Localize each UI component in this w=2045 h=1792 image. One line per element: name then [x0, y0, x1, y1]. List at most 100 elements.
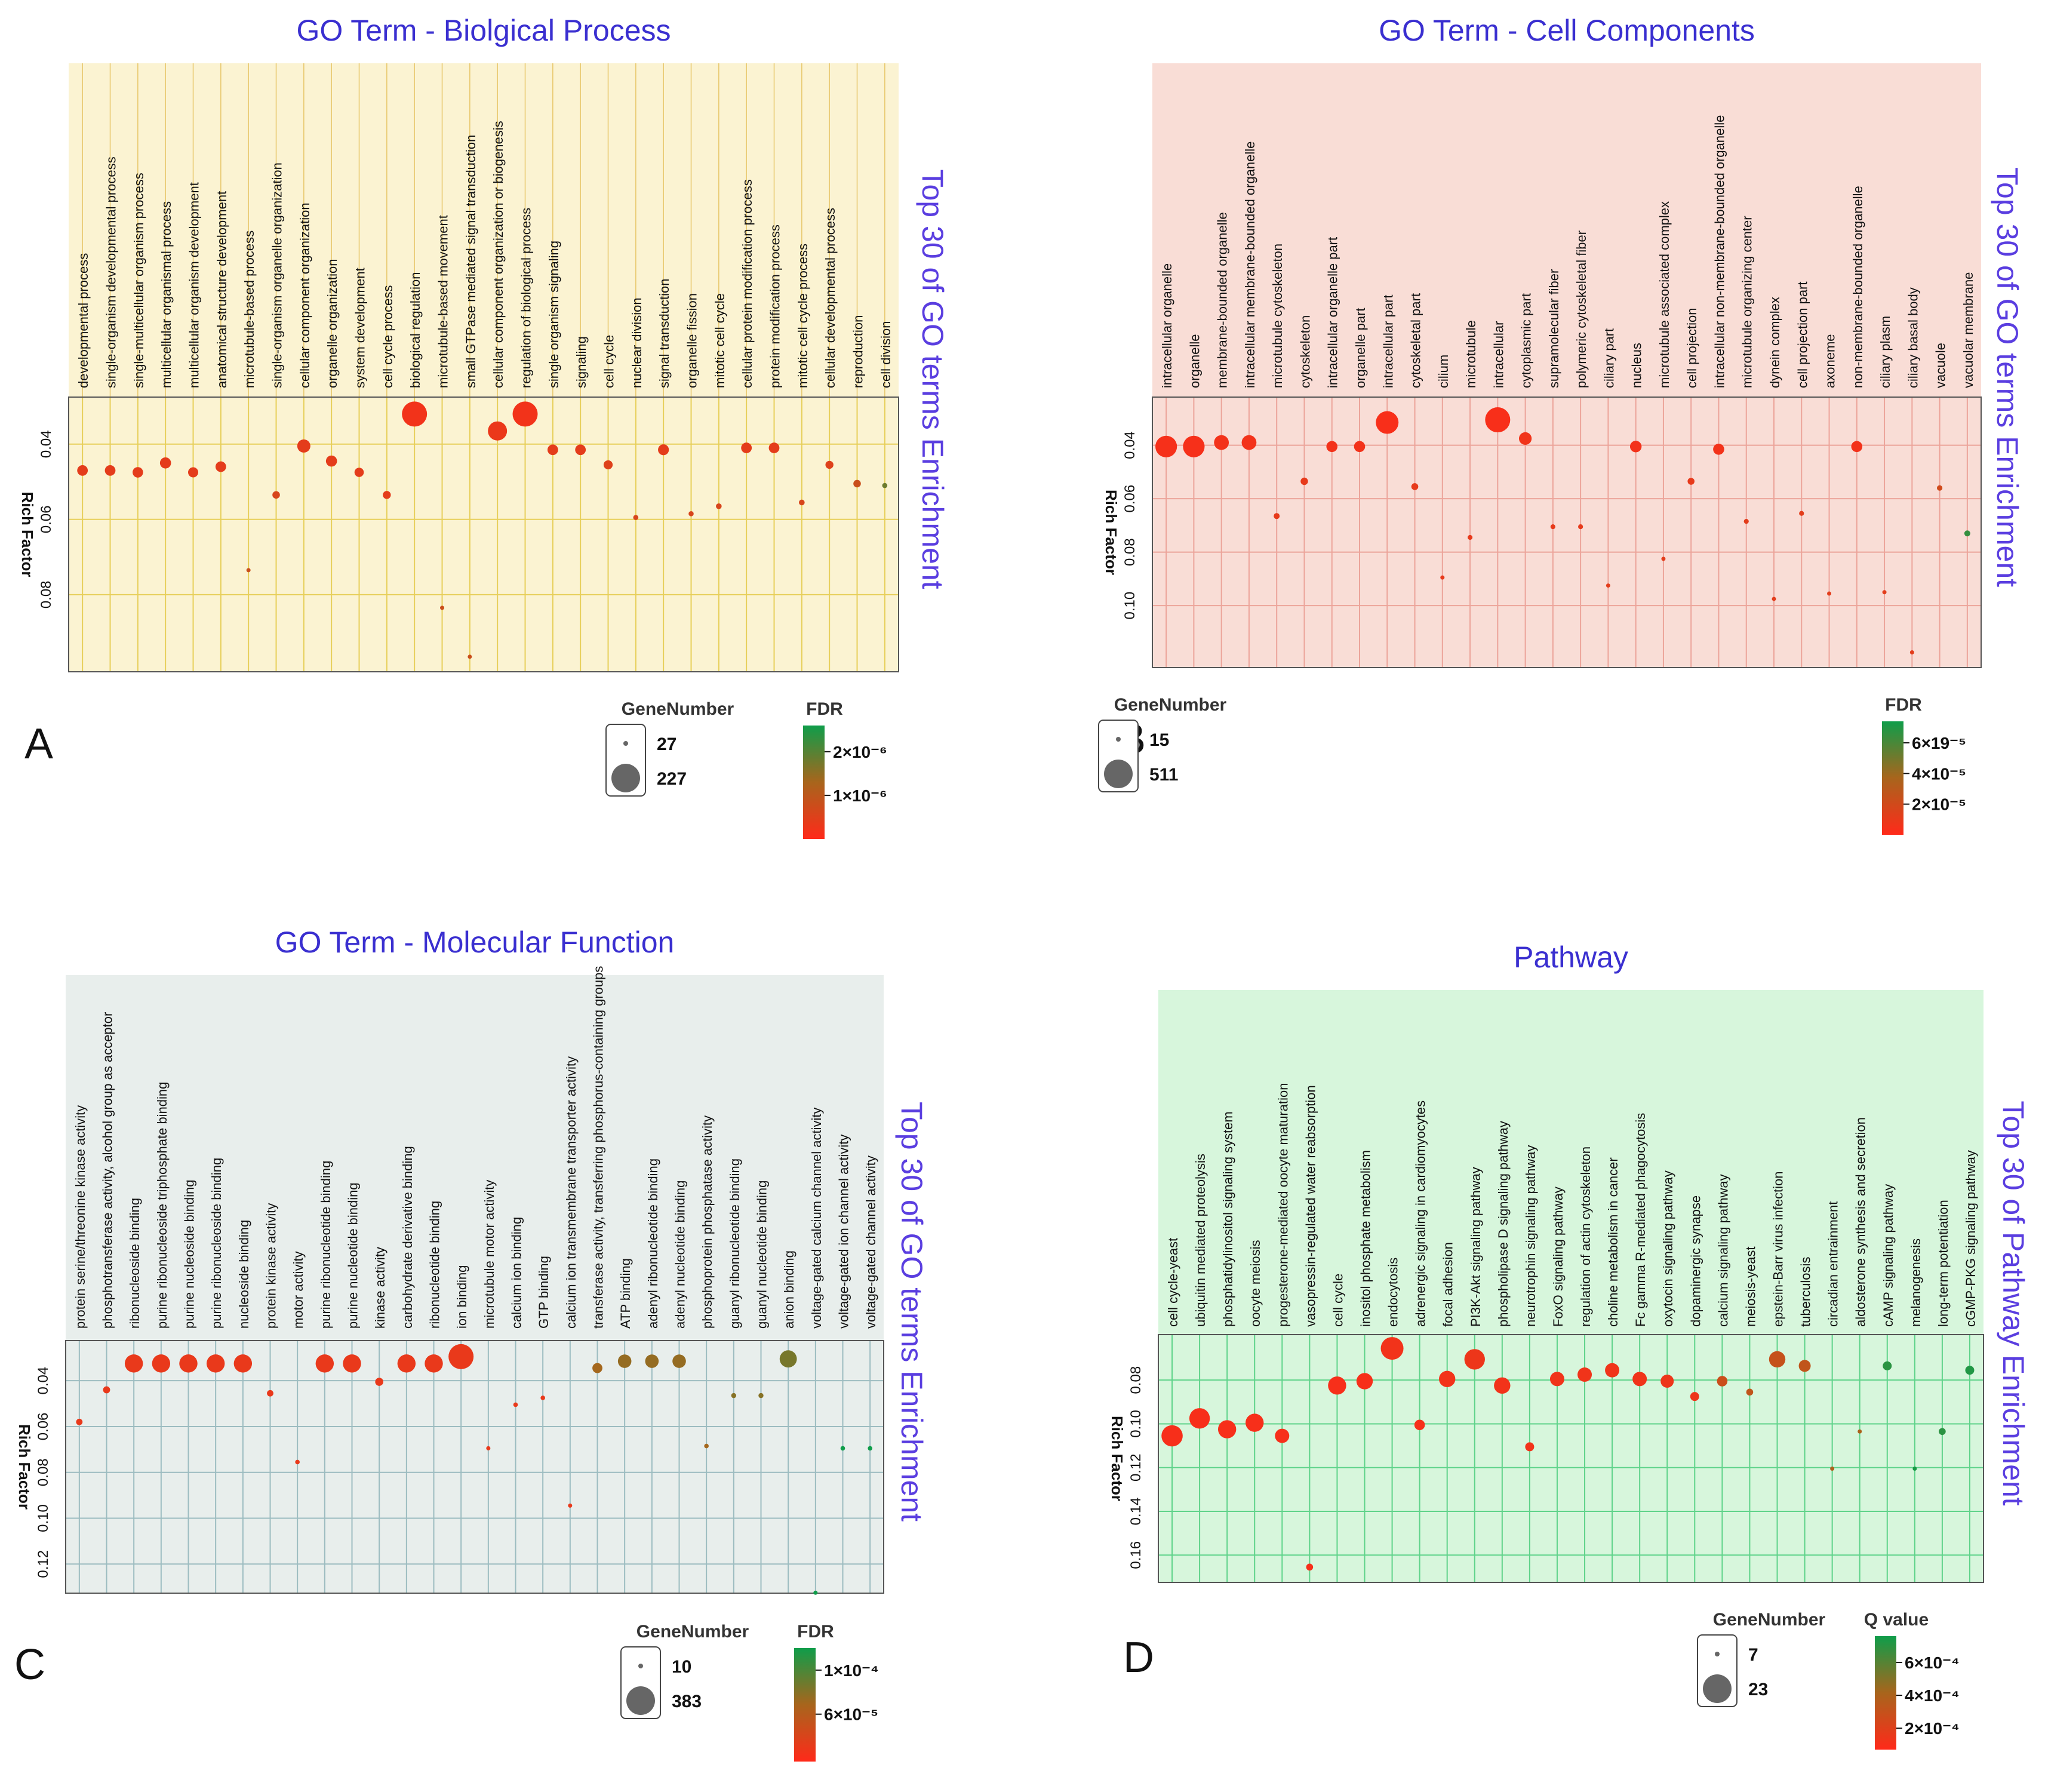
size-legend-title: GeneNumber [636, 1622, 749, 1642]
size-legend-label: 27 [657, 734, 676, 754]
data-point [1519, 432, 1532, 445]
data-point [152, 1354, 171, 1373]
category-label: multicellular organismal process [159, 201, 174, 388]
category-label: kinase activity [373, 1247, 388, 1329]
data-point [813, 1590, 818, 1595]
category-label: adrenergic signaling in cardiomyocytes [1413, 1101, 1428, 1327]
category-label: dopaminergic synapse [1688, 1195, 1703, 1327]
y-tick-label: 0.14 [1128, 1498, 1144, 1526]
data-point [1690, 1392, 1699, 1401]
y-tick-label: 0.10 [1128, 1410, 1144, 1438]
category-label: choline metabolism in cancer [1606, 1157, 1620, 1327]
data-point [688, 511, 694, 517]
category-label: organelle part [1353, 308, 1368, 388]
data-point [658, 444, 669, 456]
side-title: Top 30 of GO terms Enrichment [916, 169, 949, 589]
data-point [540, 1396, 545, 1400]
color-legend-label: 1×10⁻⁴ [824, 1661, 879, 1680]
data-point [1550, 524, 1555, 530]
data-point [103, 1386, 110, 1394]
data-point [375, 1378, 383, 1386]
color-legend-bar [1875, 1636, 1896, 1750]
category-label: tuberculosis [1798, 1257, 1813, 1327]
category-label: organelle fission [685, 293, 700, 388]
data-point [315, 1354, 334, 1373]
data-point [486, 1446, 491, 1450]
data-point [343, 1354, 361, 1373]
category-label: protein modification process [768, 225, 783, 388]
panel-background [69, 63, 899, 672]
data-point [383, 491, 391, 499]
category-label: cell cycle-yeast [1166, 1238, 1180, 1327]
category-label: intracellular [1491, 321, 1506, 389]
category-label: protein serine/threonine kinase activity [73, 1105, 88, 1329]
data-point [1769, 1351, 1786, 1368]
data-point [425, 1354, 443, 1373]
data-point [354, 468, 364, 477]
data-point [1485, 407, 1511, 433]
category-label: cellular protein modification process [740, 179, 755, 388]
panel-title: GO Term - Cell Components [1379, 14, 1755, 47]
data-point [1798, 1360, 1811, 1372]
category-label: polymeric cytoskeletal fiber [1574, 230, 1589, 388]
data-point [1883, 1361, 1892, 1370]
data-point [512, 401, 538, 427]
data-point [1632, 1372, 1647, 1387]
category-label: oxytocin signaling pathway [1660, 1170, 1675, 1327]
category-label: single-organism developmental process [104, 156, 119, 388]
category-label: dynein complex [1767, 297, 1782, 388]
data-point [603, 460, 613, 470]
data-point [547, 444, 558, 456]
category-label: guanyl ribonucleotide binding [727, 1158, 742, 1329]
color-legend-title: Q value [1864, 1610, 1929, 1630]
category-label: PI3K-Akt signaling pathway [1468, 1167, 1483, 1327]
y-axis-title: Rich Factor [1108, 1416, 1126, 1501]
category-label: progesterone-mediated oocyte maturation [1275, 1083, 1290, 1327]
size-legend-title: GeneNumber [622, 699, 734, 719]
size-legend-large-dot [611, 764, 640, 792]
data-point [325, 455, 337, 467]
panel-title: GO Term - Molecular Function [275, 926, 675, 959]
data-point [1439, 1370, 1456, 1388]
category-label: cellular component organization or bioge… [491, 121, 506, 388]
data-point [853, 479, 861, 488]
category-label: motor activity [291, 1251, 306, 1329]
y-axis-title: Rich Factor [1102, 490, 1120, 575]
data-point [1376, 411, 1399, 434]
category-label: vasopressin-regulated water reabsorption [1303, 1085, 1318, 1327]
category-label: cell cycle [1330, 1274, 1345, 1327]
y-tick-label: 0.08 [38, 580, 54, 608]
category-label: single organism signaling [546, 241, 561, 388]
data-point [1660, 1375, 1674, 1388]
data-point [758, 1393, 764, 1398]
data-point [1189, 1408, 1210, 1429]
category-label: regulation of actin cytoskeleton [1578, 1146, 1593, 1327]
data-point [1328, 1376, 1346, 1395]
data-point [1909, 650, 1914, 654]
category-label: cytoplasmic part [1519, 293, 1534, 388]
category-label: epstein-Barr virus infection [1771, 1172, 1786, 1327]
data-point [1964, 530, 1970, 537]
category-label: protein kinase activity [264, 1203, 279, 1329]
category-label: microtubule-based movement [436, 215, 451, 388]
category-label: membrane-bounded organelle [1215, 212, 1230, 388]
category-label: signaling [574, 336, 589, 388]
size-legend-label: 15 [1149, 730, 1169, 750]
size-legend-small-dot [1116, 737, 1121, 742]
data-point [1414, 1419, 1425, 1431]
data-point [297, 439, 310, 453]
y-tick-label: 0.06 [38, 505, 54, 533]
data-point [825, 460, 834, 469]
data-point [1746, 1388, 1754, 1396]
category-label: organelle organization [325, 259, 340, 389]
size-legend-title: GeneNumber [1114, 695, 1227, 715]
category-label: mitotic cell cycle [712, 293, 727, 388]
category-label: vacuole [1933, 343, 1948, 388]
data-point [1246, 1413, 1264, 1432]
category-label: regulation of biological process [519, 208, 534, 388]
category-label: ion binding [454, 1265, 469, 1329]
panel-letter: A [24, 720, 53, 768]
category-label: intracellular part [1380, 294, 1395, 388]
